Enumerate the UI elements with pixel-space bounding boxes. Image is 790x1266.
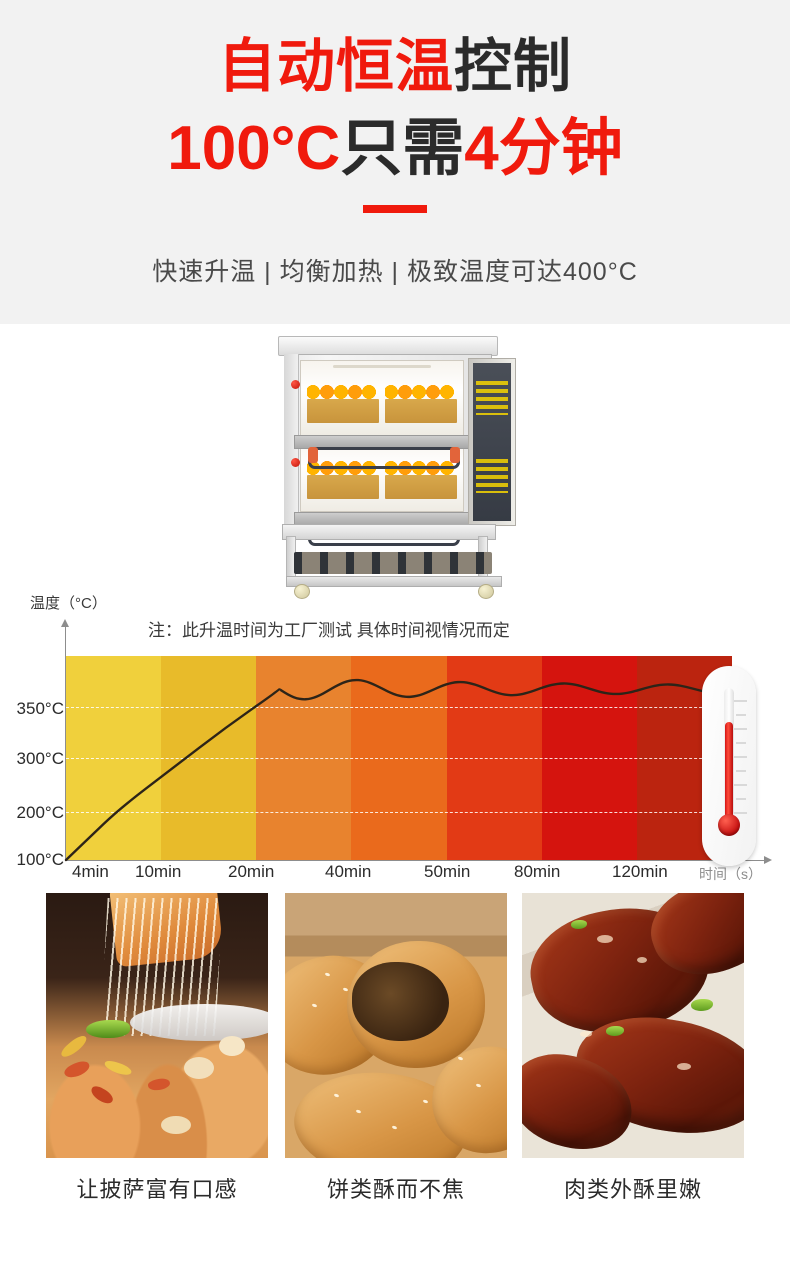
chart-x-axis-title: 时间（s）	[699, 866, 762, 882]
thermometer-tick-3	[734, 728, 747, 730]
thermometer-tick-5	[734, 756, 747, 758]
indicator-light-upper	[291, 380, 300, 389]
header-subtitle: 快速升温 | 均衡加热 | 极致温度可达400°C	[152, 258, 638, 286]
baking-tray-lower-left	[307, 459, 379, 499]
header-banner: 自动恒温控制 100°C只需4分钟 快速升温 | 均衡加热 | 极致温度可达40…	[0, 0, 790, 324]
headline-line-2-red-b: 4分钟	[464, 114, 623, 183]
pizza-topping-1	[62, 1057, 92, 1081]
handle-cap-left-upper	[308, 447, 318, 463]
headline-line-1: 自动恒温控制	[0, 34, 790, 99]
x-tick-120min: 120min	[612, 862, 668, 881]
chart-x-labels: 4min 10min 20min 40min 50min 80min 120min	[0, 862, 790, 892]
caster-wheel-left	[294, 584, 310, 599]
thermometer-tick-8	[736, 798, 746, 800]
pizza-cheese-chunk-2	[219, 1036, 246, 1057]
oven-stand-top	[282, 524, 496, 540]
headline-line-2: 100°C只需4分钟	[0, 114, 790, 183]
caption-wings: 肉类外酥里嫩	[563, 1177, 702, 1202]
thermometer-tick-6	[736, 770, 746, 772]
wing-glaze-2	[637, 956, 648, 963]
buns-upper-left	[307, 383, 379, 401]
x-tick-50min: 50min	[424, 862, 471, 881]
pastry-image	[285, 893, 507, 1158]
baking-tray-upper-left	[307, 383, 379, 423]
chart-y-axis-title: 温度（°C）	[30, 595, 107, 612]
indicator-light-lower	[291, 458, 300, 467]
control-buttons-lower	[476, 459, 508, 493]
y-tick-200: 200°C	[16, 803, 64, 822]
oven-door-handle-upper	[308, 447, 460, 469]
y-tick-300: 300°C	[16, 749, 64, 768]
baking-tray-upper-right	[385, 383, 457, 423]
oven-stand-base	[286, 576, 502, 587]
x-tick-80min: 80min	[514, 862, 561, 881]
chart-y-labels: 350°C 300°C 200°C 100°C	[0, 592, 64, 892]
chicken-wings-photo	[522, 893, 744, 1158]
deck-lamp-upper	[333, 365, 431, 368]
headline-line-2-dark: 只需	[340, 114, 465, 183]
wing-glaze-4	[677, 1062, 692, 1070]
y-tick-350: 350°C	[16, 699, 64, 718]
thermometer-tick-1	[734, 700, 747, 702]
pizza-topping-2	[88, 1083, 116, 1107]
handle-cap-right-upper	[450, 447, 460, 463]
caption-pizza: 让披萨富有口感	[76, 1177, 238, 1202]
thermometer-tick-9	[734, 812, 747, 814]
caster-wheel-right	[478, 584, 494, 599]
gridline-200	[66, 812, 732, 813]
baking-tray-lower-right	[385, 459, 457, 499]
pizza-cheese-chunk-3	[161, 1115, 192, 1134]
spring-onion-1	[606, 1025, 625, 1036]
pastry-photo	[285, 893, 507, 1158]
pastry-filling	[351, 961, 450, 1042]
x-tick-4min: 4min	[72, 862, 109, 881]
headline-line-1-dark: 控制	[454, 34, 573, 99]
pizza-green-pepper	[85, 1020, 130, 1039]
chart-x-axis-line	[65, 855, 772, 864]
spring-onion-3	[570, 919, 587, 929]
y-tick-100: 100°C	[16, 850, 64, 869]
x-tick-20min: 20min	[228, 862, 275, 881]
thermometer-icon	[702, 666, 756, 866]
headline-line-2-red-a: 100°C	[167, 114, 341, 183]
thermometer-tick-2	[736, 714, 746, 716]
oven-deck-upper	[300, 360, 464, 436]
oven-product-image	[272, 336, 524, 599]
pizza-plate-edge	[130, 1004, 268, 1042]
pizza-topping-5	[102, 1058, 133, 1077]
x-tick-40min: 40min	[325, 862, 372, 881]
chart-note: 注：此升温时间为工厂测试 具体时间视情况而定	[148, 621, 510, 640]
oven-control-panel	[468, 358, 516, 526]
thermometer-tick-4	[736, 742, 746, 744]
wing-glaze-3	[579, 1030, 592, 1037]
pizza-image	[46, 893, 268, 1158]
pizza-topping-3	[147, 1076, 172, 1092]
pizza-cheese-chunk-1	[183, 1057, 214, 1080]
control-buttons-upper	[476, 381, 508, 415]
headline-line-1-red: 自动恒温	[217, 34, 454, 99]
oven-top-cover	[278, 336, 498, 356]
x-tick-10min: 10min	[135, 862, 182, 881]
thermometer-tick-7	[734, 784, 747, 786]
photo-gallery	[0, 893, 790, 1161]
wing-glaze-1	[597, 935, 614, 944]
temperature-chart: 温度（°C） 注：此升温时间为工厂测试 具体时间视情况而定 350°C 300°C…	[0, 592, 790, 892]
photo-captions: 让披萨富有口感 饼类酥而不焦 肉类外酥里嫩	[0, 1172, 790, 1212]
wings-image	[522, 893, 744, 1158]
red-divider-bar	[363, 205, 427, 213]
chart-y-axis-line	[61, 619, 69, 860]
caption-pastry: 饼类酥而不焦	[326, 1177, 465, 1202]
oven-stand-rack	[294, 552, 492, 574]
gridline-300	[66, 758, 732, 759]
thermometer-bulb	[718, 814, 740, 836]
thermometer-mercury	[725, 722, 733, 830]
spring-onion-2	[690, 999, 713, 1011]
pizza-photo	[46, 893, 268, 1158]
pizza-topping-4	[59, 1033, 90, 1061]
buns-upper-right	[385, 383, 457, 401]
gridline-350	[66, 707, 732, 708]
